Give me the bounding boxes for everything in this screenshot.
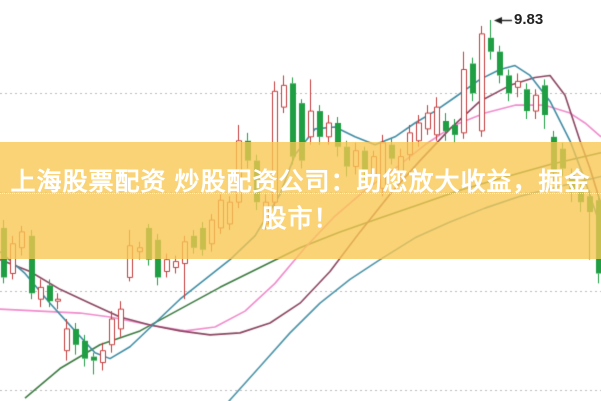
banner-gridline [0, 193, 601, 194]
banner-text-line2: 股市！ [261, 204, 340, 233]
promo-banner[interactable]: 上海股票配资 炒股配资公司：助您放大收益，掘金 股市！ [0, 142, 601, 259]
banner-text-line1: 上海股票配资 炒股配资公司：助您放大收益，掘金 [10, 167, 591, 196]
price-annotation-label: 9.83 [514, 10, 544, 28]
